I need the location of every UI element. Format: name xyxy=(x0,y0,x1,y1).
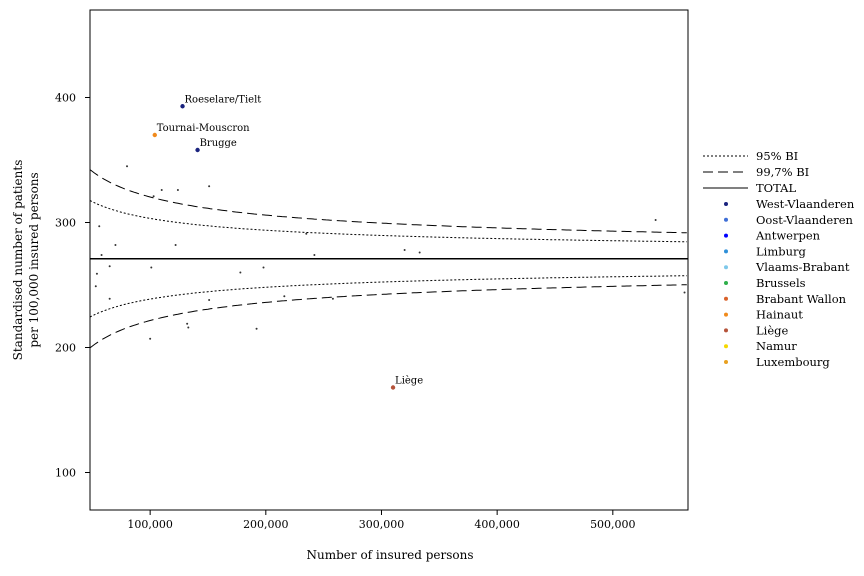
legend-marker xyxy=(724,344,728,349)
legend-label: Limburg xyxy=(756,244,806,258)
y-tick-label: 300 xyxy=(55,217,76,230)
x-tick-label: 200,000 xyxy=(243,518,289,531)
data-point xyxy=(108,297,111,300)
data-points: Roeselare/Tielt Tournai-Mouscron Brugge Liè… xyxy=(94,94,686,390)
data-point xyxy=(160,189,163,191)
legend-label: Oost-Vlaanderen xyxy=(756,213,853,227)
x-tick-label: 100,000 xyxy=(127,518,173,531)
legend-label: Brussels xyxy=(756,276,806,290)
legend-label: 95% BI xyxy=(756,149,798,163)
data-point xyxy=(208,299,211,301)
data-point xyxy=(114,244,117,246)
data-point xyxy=(654,219,657,221)
legend-marker xyxy=(724,265,728,270)
data-point xyxy=(150,266,153,269)
y-tick-label: 100 xyxy=(55,467,76,480)
data-point xyxy=(186,322,189,325)
ci95-lower-curve xyxy=(90,275,687,318)
legend-label: Brabant Wallon xyxy=(756,292,847,306)
legend-label: Liège xyxy=(756,323,788,337)
x-tick-label: 300,000 xyxy=(359,518,405,531)
y-axis-label-line2: per 100,000 insured persons xyxy=(27,172,41,347)
data-point xyxy=(313,254,316,256)
data-point xyxy=(305,232,308,235)
data-point xyxy=(683,291,686,294)
legend-marker xyxy=(724,360,728,364)
data-point xyxy=(283,295,286,298)
data-point xyxy=(187,326,190,329)
labeled-point xyxy=(390,385,396,390)
legend-label: 99,7% BI xyxy=(756,165,809,179)
data-point xyxy=(94,285,97,288)
ci997-upper-curve xyxy=(90,169,687,234)
legend-marker xyxy=(724,328,728,333)
legend-marker xyxy=(724,281,728,285)
legend-label: Hainaut xyxy=(756,308,803,322)
ci95-upper-curve xyxy=(90,200,687,243)
data-point xyxy=(255,327,258,330)
legend-marker xyxy=(724,202,728,206)
data-point xyxy=(149,337,152,340)
data-point xyxy=(176,189,179,191)
data-point xyxy=(239,271,242,274)
data-point xyxy=(331,297,334,300)
legend-label: West-Vlaanderen xyxy=(756,197,855,211)
data-point xyxy=(152,195,155,198)
point-label: Liège xyxy=(395,376,423,387)
legend-label: Vlaams-Brabant xyxy=(755,260,850,274)
data-point xyxy=(95,272,98,275)
labeled-point xyxy=(152,132,157,138)
legend-marker xyxy=(724,249,728,254)
y-tick-label: 200 xyxy=(55,342,76,355)
legend-marker xyxy=(724,233,728,238)
labeled-point xyxy=(195,147,200,153)
legend-marker xyxy=(724,296,728,301)
data-point xyxy=(403,249,406,251)
legend-label: Antwerpen xyxy=(755,229,821,243)
legend-label: Luxembourg xyxy=(756,355,830,369)
y-axis-label-line1: Standardised number of patients xyxy=(11,160,25,361)
legend-marker xyxy=(724,217,728,222)
data-point xyxy=(418,251,421,254)
y-tick-label: 400 xyxy=(55,92,76,105)
point-label: Roeselare/Tielt xyxy=(185,94,262,105)
data-point xyxy=(126,165,129,168)
labeled-point xyxy=(180,104,185,109)
point-label: Brugge xyxy=(200,138,237,149)
confidence-curves xyxy=(90,169,688,349)
data-point xyxy=(262,266,265,269)
data-point xyxy=(100,254,103,256)
legend-label: TOTAL xyxy=(756,181,796,195)
legend: 95% BI 99,7% BI TOTAL West-Vlaanderen Oost-V… xyxy=(703,149,855,369)
data-point xyxy=(98,225,101,228)
axis-ticks: 100,000 200,000 300,000 400,000 500,000 100 20… xyxy=(55,92,636,532)
legend-marker xyxy=(724,312,728,317)
x-tick-label: 400,000 xyxy=(474,518,520,531)
point-label: Tournai-Mouscron xyxy=(157,123,250,134)
plot-frame xyxy=(89,9,689,511)
x-axis-label: Number of insured persons xyxy=(307,548,474,562)
data-point xyxy=(108,265,111,268)
legend-label: Namur xyxy=(756,339,797,353)
x-tick-label: 500,000 xyxy=(590,518,636,531)
ci997-lower-curve xyxy=(90,284,687,349)
data-point xyxy=(208,185,211,188)
data-point xyxy=(174,244,177,246)
